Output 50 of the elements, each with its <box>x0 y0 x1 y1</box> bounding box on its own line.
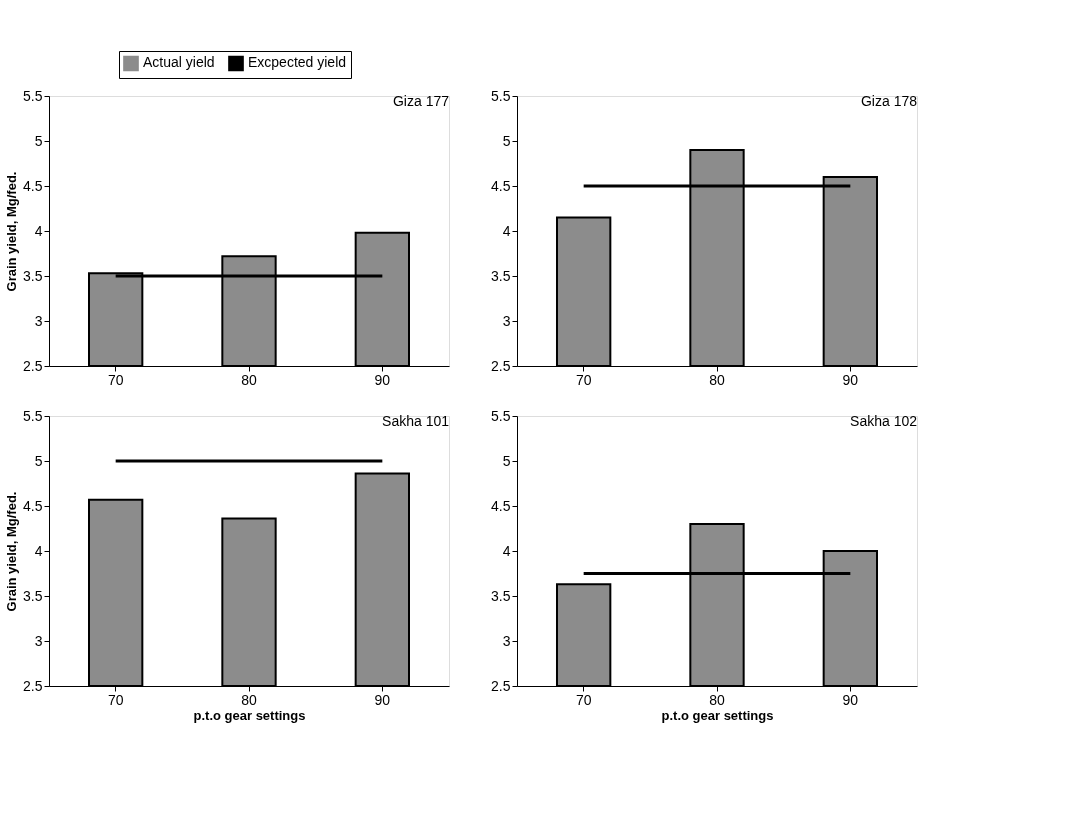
x-tick-label: 70 <box>575 691 592 708</box>
x-tick-label: 90 <box>842 691 859 708</box>
y-tick-label: 3 <box>502 632 511 649</box>
y-tick-label: 5 <box>34 452 43 469</box>
chart-title: Sakha 101 <box>382 413 450 429</box>
y-tick-label: 4 <box>502 542 511 559</box>
y-axis-title: Grain yield, Mg/fed. <box>4 171 20 292</box>
y-tick-label: 4 <box>34 542 43 559</box>
y-tick-label: 4 <box>34 222 43 239</box>
y-tick-label: 2.5 <box>23 677 43 694</box>
legend-label: Actual yield <box>143 54 215 71</box>
x-axis-title: p.t.o gear settings <box>661 707 774 723</box>
y-tick-label: 4.5 <box>491 497 511 514</box>
x-tick-label: 80 <box>241 691 257 708</box>
y-tick-label: 3 <box>502 312 511 329</box>
y-tick-label: 2.5 <box>491 357 511 374</box>
x-tick-label: 70 <box>107 691 124 708</box>
y-tick-label: 5 <box>34 132 43 149</box>
x-tick-label: 90 <box>374 371 391 388</box>
y-tick-label: 4.5 <box>23 177 43 194</box>
chart-title: Sakha 102 <box>850 413 918 429</box>
legend-label: Excpected yield <box>248 54 347 71</box>
y-tick-label: 3 <box>34 312 43 329</box>
x-tick-label: 80 <box>241 371 257 388</box>
chart-title: Giza 177 <box>392 93 450 109</box>
y-tick-label: 4 <box>502 222 511 239</box>
x-tick-label: 90 <box>374 691 391 708</box>
y-tick-label: 3.5 <box>491 267 511 284</box>
x-tick-label: 80 <box>709 371 725 388</box>
y-tick-label: 5 <box>502 452 511 469</box>
y-tick-label: 5.5 <box>23 87 43 104</box>
y-tick-label: 4.5 <box>23 497 43 514</box>
y-tick-label: 3.5 <box>23 267 43 284</box>
y-tick-label: 5 <box>502 132 511 149</box>
chart-title: Giza 178 <box>860 93 918 109</box>
y-tick-label: 2.5 <box>23 357 43 374</box>
x-tick-label: 90 <box>842 371 859 388</box>
y-tick-label: 3.5 <box>23 587 43 604</box>
y-tick-label: 2.5 <box>491 677 511 694</box>
y-tick-label: 5.5 <box>491 87 511 104</box>
y-tick-label: 5.5 <box>491 407 511 424</box>
y-axis-title: Grain yield, Mg/fed. <box>4 491 20 612</box>
x-axis-title: p.t.o gear settings <box>193 707 306 723</box>
y-tick-label: 3 <box>34 632 43 649</box>
x-tick-label: 70 <box>107 371 124 388</box>
x-tick-label: 80 <box>709 691 725 708</box>
x-tick-label: 70 <box>575 371 592 388</box>
y-tick-label: 3.5 <box>491 587 511 604</box>
y-tick-label: 4.5 <box>491 177 511 194</box>
y-tick-label: 5.5 <box>23 407 43 424</box>
